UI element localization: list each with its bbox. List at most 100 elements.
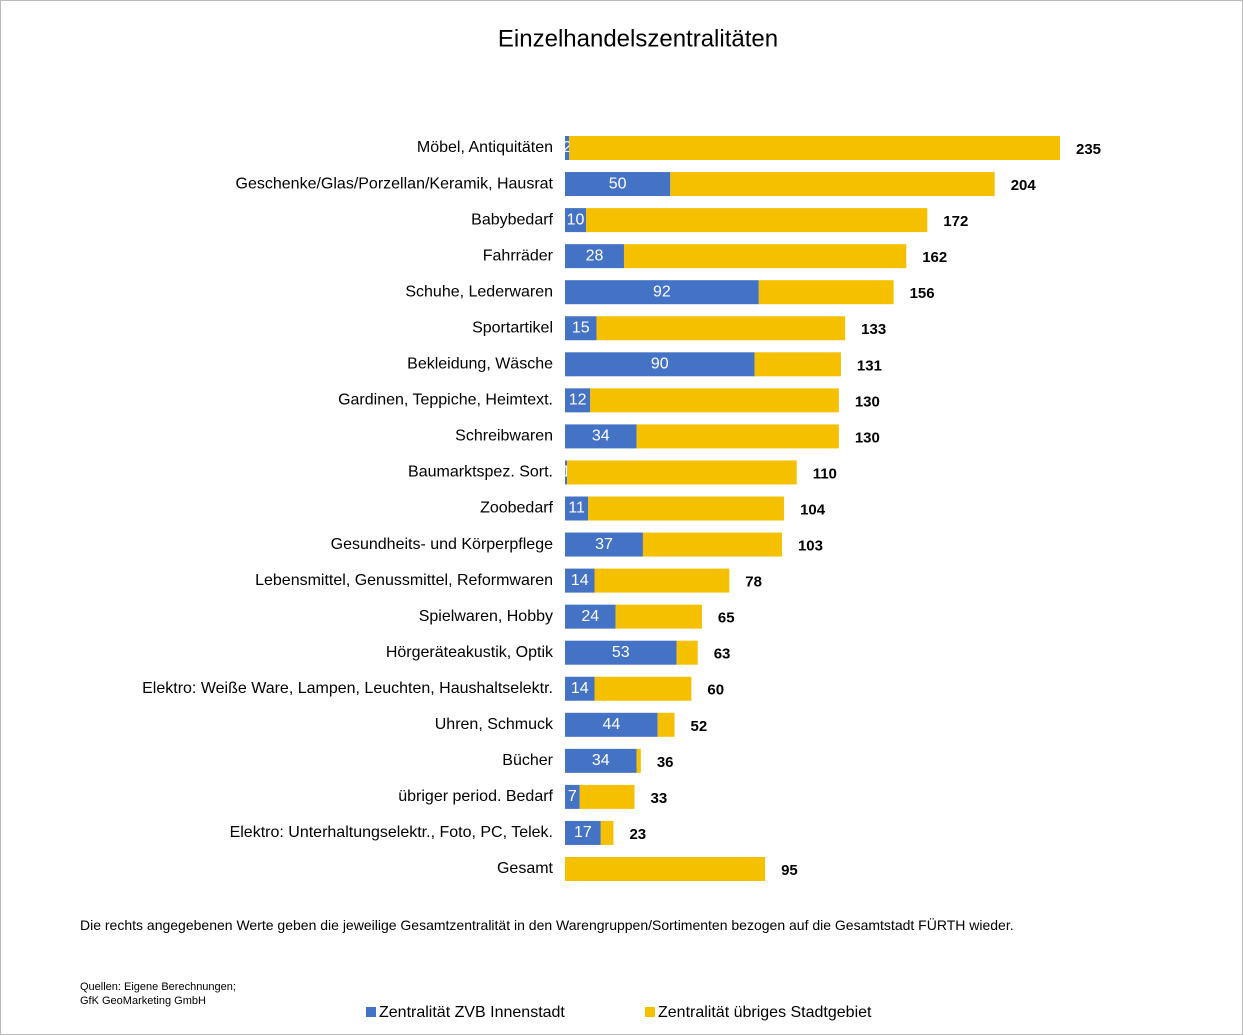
total-label: 156 [910, 285, 935, 302]
bar-segment [565, 244, 624, 269]
bar-segment [565, 208, 587, 233]
bar-segment [567, 460, 797, 485]
bar-segment [758, 280, 894, 305]
value-label: 14 [571, 680, 589, 697]
total-label: 60 [707, 682, 724, 699]
bar-segment [565, 316, 597, 341]
value-label: 37 [595, 536, 613, 553]
category-label: Babybedarf [471, 211, 553, 228]
bar-segment [594, 676, 692, 701]
bar-segment [596, 316, 846, 341]
bar-segment [565, 136, 570, 160]
value-label: 1 [562, 464, 571, 481]
category-label: Sportartikel [472, 319, 553, 336]
bar-segment [565, 604, 616, 629]
value-label: 10 [567, 211, 585, 228]
source: GfK GeoMarketing GmbH [80, 995, 206, 1007]
total-label: 130 [855, 429, 880, 446]
bar-segment [586, 208, 928, 233]
category-label: Spielwaren, Hobby [419, 608, 553, 625]
total-label: 52 [691, 718, 708, 735]
category-label: Geschenke/Glas/Porzellan/Keramik, Hausra… [236, 175, 554, 192]
note: Die rechts angegebenen Werte geben die j… [80, 917, 1014, 933]
total-label: 95 [781, 862, 798, 879]
bar-segment [565, 388, 591, 413]
total-label: 103 [798, 538, 823, 555]
bar-segment [565, 460, 568, 485]
value-label: 34 [592, 752, 610, 769]
bar-segment [590, 388, 839, 413]
chart-title: Einzelhandelszentralitäten [498, 25, 778, 52]
value-label: 90 [651, 356, 669, 373]
bar-segment [657, 712, 675, 737]
bar-segment [754, 352, 841, 377]
bar-segment [565, 172, 671, 197]
value-label: 24 [581, 608, 599, 625]
bar-segment [565, 532, 643, 557]
bar-segment [565, 712, 658, 737]
legend-label: Zentralität ZVB Innenstadt [379, 1004, 565, 1021]
value-label: 2 [563, 139, 572, 156]
bar-segment [642, 532, 782, 557]
bar-segment [565, 676, 595, 701]
bar-segment [588, 496, 785, 521]
category-label: Elektro: Weiße Ware, Lampen, Leuchten, H… [142, 680, 553, 697]
bar-segment [565, 424, 637, 449]
value-label: 7 [568, 788, 577, 805]
source: Quellen: Eigene Berechnungen; [80, 981, 236, 993]
bar-segment [565, 568, 595, 593]
value-label: 44 [602, 716, 620, 733]
category-label: Gardinen, Teppiche, Heimtext. [338, 392, 553, 409]
legend-swatch [366, 1007, 376, 1017]
category-label: Hörgeräteakustik, Optik [386, 644, 554, 661]
total-label: 63 [714, 646, 731, 663]
total-label: 204 [1011, 177, 1037, 194]
bar-segment [594, 568, 730, 593]
value-label: 11 [568, 500, 585, 517]
category-label: Gesundheits- und Körperpflege [331, 536, 553, 553]
total-label: 78 [745, 574, 762, 591]
category-label: Schuhe, Lederwaren [405, 283, 553, 300]
bar-segment [670, 172, 995, 197]
bar-segment [565, 784, 580, 809]
category-label: Zoobedarf [480, 500, 553, 517]
value-label: 50 [609, 175, 627, 192]
value-label: 28 [586, 247, 604, 264]
bar-segment [636, 748, 641, 773]
bar-segment [565, 280, 759, 305]
total-label: 172 [943, 213, 968, 230]
value-label: 34 [592, 428, 610, 445]
category-label: Gesamt [497, 860, 554, 877]
total-label: 65 [718, 610, 735, 627]
value-label: 17 [574, 824, 592, 841]
category-label: Uhren, Schmuck [435, 716, 554, 733]
category-label: Lebensmittel, Genussmittel, Reformwaren [255, 572, 553, 589]
total-label: 133 [861, 321, 886, 338]
bar-segment [600, 820, 614, 845]
bar-segment [615, 604, 702, 629]
legend-swatch [645, 1007, 655, 1017]
category-label: Fahrräder [483, 247, 554, 264]
total-label: 36 [657, 754, 674, 771]
category-label: Bekleidung, Wäsche [407, 356, 553, 373]
category-label: Schreibwaren [455, 428, 553, 445]
value-label: 92 [653, 283, 671, 300]
legend-label: Zentralität übriges Stadtgebiet [658, 1004, 872, 1021]
bar-segment [565, 496, 589, 521]
bar-segment [565, 820, 601, 845]
bar-segment [565, 748, 637, 773]
total-label: 23 [629, 826, 646, 843]
bar-segment [579, 784, 635, 809]
bar-segment [565, 640, 677, 665]
total-label: 33 [651, 790, 668, 807]
category-label: Baumarktspez. Sort. [408, 464, 553, 481]
category-label: Elektro: Unterhaltungselektr., Foto, PC,… [230, 824, 553, 841]
total-label: 130 [855, 393, 880, 410]
value-label: 15 [572, 319, 590, 336]
total-label: 110 [813, 465, 837, 482]
bar-segment [623, 244, 907, 269]
category-label: übriger period. Bedarf [398, 788, 553, 805]
total-label: 162 [922, 249, 947, 266]
